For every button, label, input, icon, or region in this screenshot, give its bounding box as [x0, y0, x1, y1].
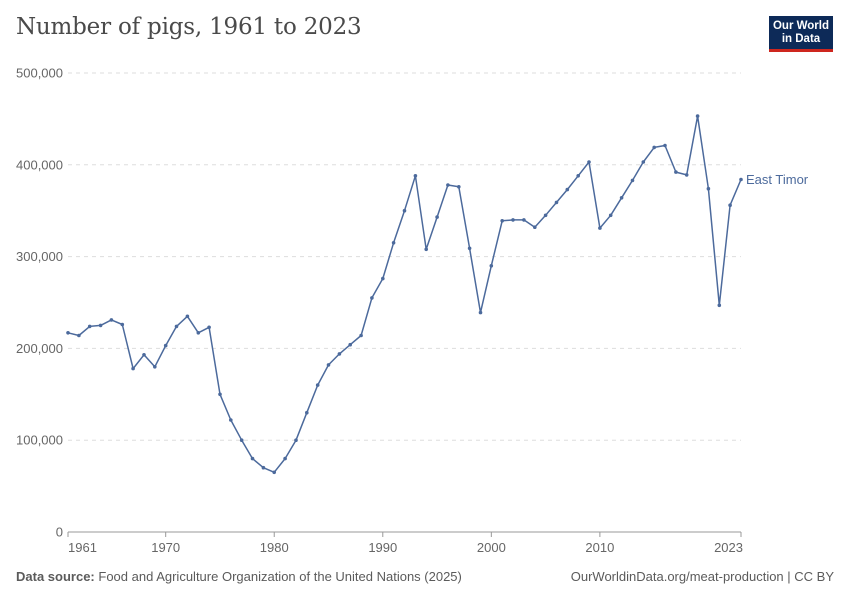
data-point — [684, 173, 689, 177]
data-point — [305, 410, 309, 415]
series-line — [67, 115, 742, 474]
x-tick-label: 2010 — [585, 540, 614, 555]
data-point — [467, 246, 472, 251]
data-point — [142, 353, 146, 357]
data-point — [587, 160, 591, 164]
data-point — [283, 456, 287, 461]
data-point — [250, 456, 255, 461]
logo-line-1: Our World — [772, 20, 829, 32]
data-point — [435, 215, 439, 219]
data-point — [66, 331, 70, 335]
data-point — [511, 218, 515, 222]
data-point — [652, 145, 656, 150]
data-point — [359, 333, 363, 338]
data-point — [663, 143, 667, 148]
x-tick-label: 2023 — [714, 540, 743, 555]
line-chart[interactable]: 0 100,000 200,000 300,000 400,000 500,000 196… — [0, 0, 850, 560]
x-tick-label: 1970 — [151, 540, 180, 555]
data-point — [717, 303, 722, 308]
data-point — [641, 160, 646, 164]
data-point — [674, 170, 678, 174]
y-tick-label: 0 — [56, 525, 63, 540]
data-point — [109, 318, 114, 322]
data-point — [489, 264, 494, 268]
data-point — [77, 333, 81, 338]
data-point — [381, 276, 385, 281]
data-point — [218, 392, 222, 397]
data-point — [739, 177, 743, 182]
data-point — [163, 343, 168, 348]
y-tick-label: 400,000 — [16, 157, 63, 172]
data-point — [706, 186, 711, 191]
data-point — [413, 174, 418, 178]
data-point — [294, 438, 298, 443]
data-point — [543, 213, 548, 218]
data-point — [565, 187, 570, 192]
data-point — [619, 196, 624, 200]
y-tick-label: 300,000 — [16, 249, 63, 264]
data-point — [98, 323, 103, 328]
data-point — [348, 342, 353, 347]
x-tick-label: 1980 — [260, 540, 289, 555]
x-tick-label: 1990 — [368, 540, 397, 555]
data-point — [207, 325, 211, 330]
data-point — [337, 352, 342, 356]
y-tick-label: 100,000 — [16, 433, 63, 448]
y-axis: 0 100,000 200,000 300,000 400,000 500,000 — [16, 66, 63, 540]
data-point — [261, 465, 266, 470]
y-tick-label: 500,000 — [16, 66, 63, 81]
data-point — [500, 219, 505, 223]
data-point — [239, 438, 244, 443]
data-point — [196, 331, 201, 335]
data-point — [728, 203, 732, 207]
owid-logo[interactable]: Our World in Data — [769, 16, 833, 52]
data-point — [87, 324, 92, 329]
series-layer: East Timor — [66, 114, 809, 475]
data-point — [326, 363, 331, 367]
data-point — [533, 225, 537, 229]
data-point — [424, 247, 429, 252]
data-point — [370, 296, 374, 300]
chart-title: Number of pigs, 1961 to 2023 — [16, 14, 362, 40]
x-tick-label: 1961 — [68, 540, 97, 555]
data-point — [153, 365, 157, 369]
x-tick-label: 2000 — [477, 540, 506, 555]
data-point — [446, 183, 450, 187]
data-point — [131, 366, 135, 371]
data-point — [522, 218, 526, 222]
data-point — [120, 322, 125, 327]
data-point — [457, 185, 461, 189]
data-source-text: Food and Agriculture Organization of the… — [98, 569, 462, 584]
data-point — [185, 314, 190, 319]
data-point — [576, 174, 580, 178]
data-point — [554, 200, 559, 205]
data-source: Data source: Food and Agriculture Organi… — [16, 569, 462, 584]
data-point — [402, 208, 407, 213]
grid-lines — [68, 72, 741, 441]
data-point — [272, 470, 277, 475]
y-tick-label: 200,000 — [16, 341, 63, 356]
x-axis: 1961 1970 1980 1990 2000 2010 2023 — [67, 531, 743, 555]
data-point — [478, 310, 483, 315]
series-label: East Timor — [746, 172, 809, 187]
data-point — [229, 418, 233, 422]
data-point — [315, 383, 320, 387]
source-link[interactable]: OurWorldinData.org/meat-production | CC … — [570, 569, 834, 584]
logo-line-2: in Data — [781, 33, 821, 45]
data-source-label: Data source: — [16, 569, 95, 584]
data-point — [391, 241, 396, 245]
data-point — [608, 213, 613, 218]
data-point — [174, 324, 179, 329]
data-point — [598, 226, 602, 230]
data-point — [695, 114, 700, 118]
data-point — [630, 178, 635, 183]
